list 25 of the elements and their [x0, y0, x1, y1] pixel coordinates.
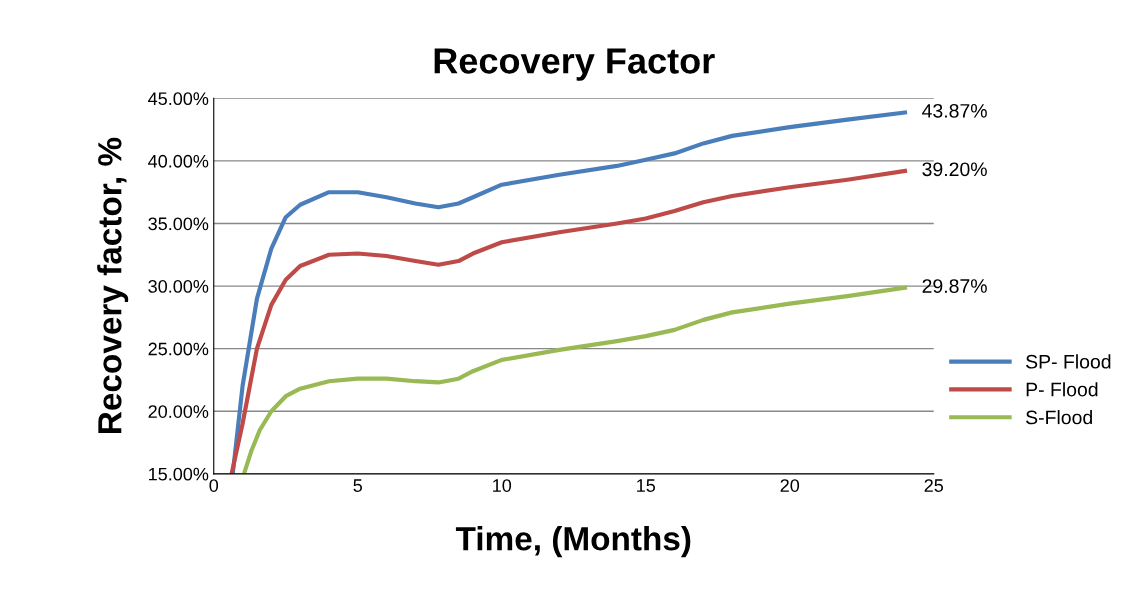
line-series	[230, 110, 908, 474]
data-label: 43.87%	[922, 103, 987, 118]
line-series	[229, 168, 908, 474]
y-tick-label: 20.00%	[148, 405, 209, 418]
line-series	[241, 285, 908, 474]
y-axis-title: Recovery factor, %	[97, 137, 129, 433]
x-tick-label: 0	[209, 479, 219, 492]
legend-label: SP- Flood	[1026, 354, 1111, 369]
x-tick-label: 15	[637, 479, 656, 492]
x-axis-title: Time, (Months)	[455, 526, 691, 558]
chart-title: Recovery Factor	[434, 48, 715, 81]
data-label: 39.20%	[922, 162, 987, 177]
x-tick-label: 25	[924, 479, 944, 492]
x-tick-label: 10	[493, 479, 512, 492]
legend-label: P- Flood	[1026, 382, 1098, 397]
y-tick-label: 35.00%	[148, 217, 209, 231]
y-tick-label: 45.00%	[148, 92, 209, 106]
x-tick-label: 5	[353, 479, 363, 492]
legend-label: S-Flood	[1026, 410, 1092, 425]
y-tick-label: 40.00%	[148, 154, 209, 168]
x-tick-label: 20	[780, 479, 800, 492]
data-label: 29.87%	[922, 279, 987, 293]
y-tick-label: 15.00%	[149, 467, 209, 481]
y-tick-label: 30.00%	[148, 280, 209, 293]
y-tick-label: 25.00%	[148, 342, 209, 356]
